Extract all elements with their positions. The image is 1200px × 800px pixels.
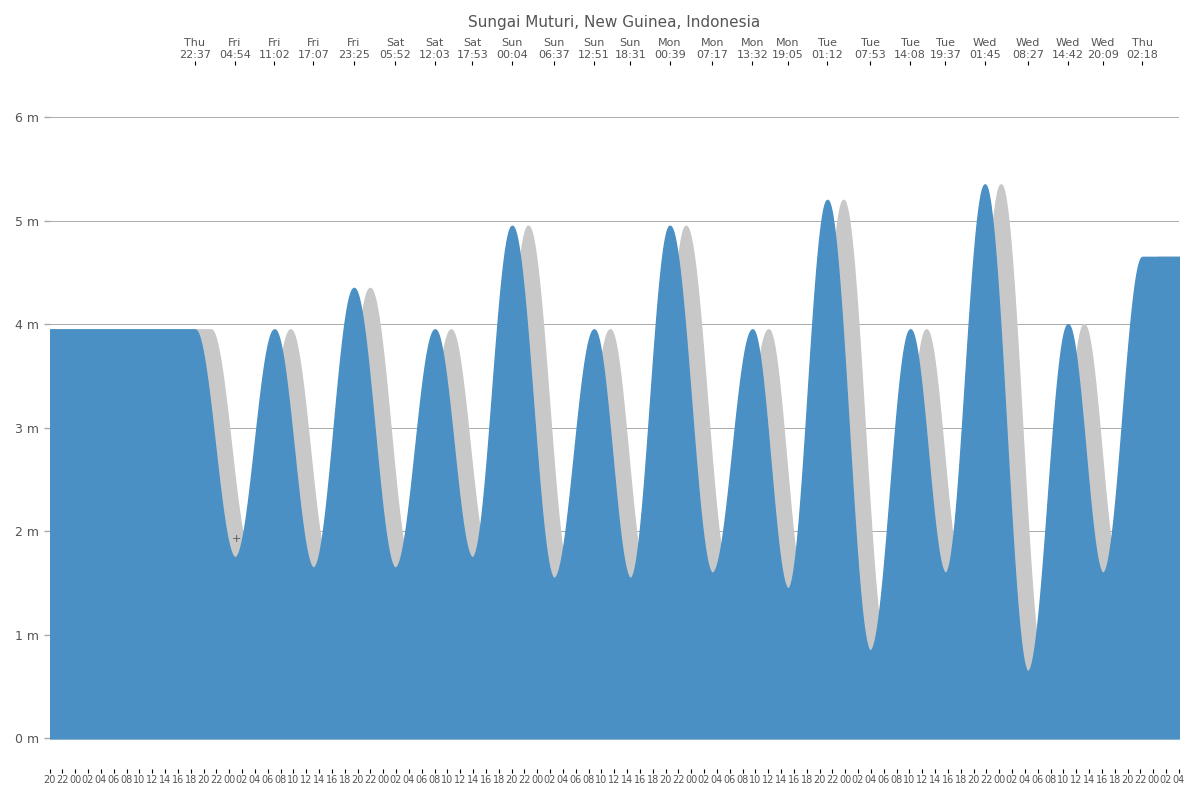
Text: +: +: [232, 534, 241, 544]
Title: Sungai Muturi, New Guinea, Indonesia: Sungai Muturi, New Guinea, Indonesia: [468, 15, 761, 30]
